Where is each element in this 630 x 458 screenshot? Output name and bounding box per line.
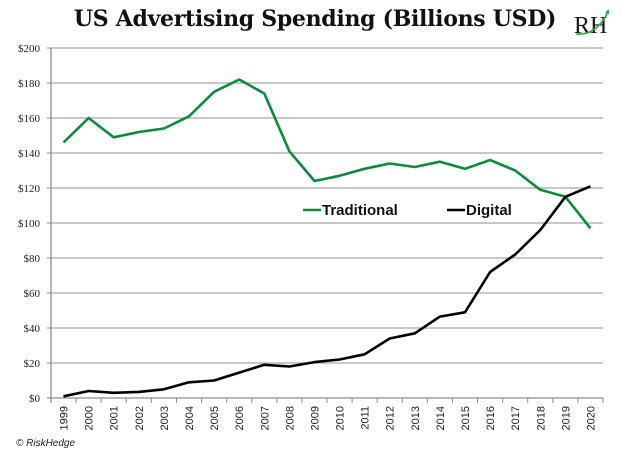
x-tick-label: 2001 (109, 406, 121, 430)
x-tick-label: 2018 (535, 406, 547, 430)
y-tick-label: $20 (24, 358, 41, 370)
y-tick-label: $80 (24, 253, 41, 265)
x-tick-label: 2007 (259, 406, 271, 430)
x-tick-label: 2010 (335, 406, 347, 430)
y-tick-label: $200 (18, 43, 41, 55)
chart-title: US Advertising Spending (Billions USD) (73, 6, 557, 32)
series-line-digital (63, 185, 592, 398)
x-tick-label: 2015 (460, 406, 472, 430)
x-tick-label: 2012 (385, 406, 397, 430)
x-tick-label: 2019 (560, 406, 572, 430)
x-tick-label: 2008 (284, 406, 296, 430)
riskhedge-logo: RH (574, 9, 610, 39)
x-tick-label: 2020 (585, 406, 597, 430)
x-tick-label: 2003 (159, 406, 171, 430)
y-tick-label: $60 (24, 288, 41, 300)
x-axis: 1999 2000 2001 2002 2003 2004 2005 2006 2007 2008… (47, 48, 604, 430)
series-lines (62, 78, 592, 398)
y-tick-label: $40 (24, 323, 41, 335)
x-tick-label: 2002 (134, 406, 146, 430)
x-tick-label: 2011 (360, 406, 372, 430)
logo-arrow-icon (575, 11, 609, 35)
x-tick-label: 2006 (234, 406, 246, 430)
y-tick-label: $180 (18, 78, 41, 90)
copyright-footer: © RiskHedge (16, 438, 76, 449)
legend: Traditional Digital (303, 202, 512, 219)
y-tick-label: $160 (18, 113, 41, 125)
x-tick-label: 2009 (309, 406, 321, 430)
x-tick-label: 2013 (410, 406, 422, 430)
logo-arrowhead-icon (605, 9, 610, 14)
y-tick-label: $0 (29, 393, 41, 405)
x-tick-label: 2004 (184, 406, 196, 430)
series-line-traditional (62, 78, 592, 230)
x-tick-label: 2005 (209, 406, 221, 430)
gridlines (47, 47, 603, 364)
legend-digital-label: Digital (466, 202, 512, 219)
y-axis-ticks: $0 $20 $40 $60 $80 $100 $120 $140 $160 $180 $200 (18, 43, 41, 405)
x-tick-label: 2000 (84, 406, 96, 430)
x-tick-label: 2016 (485, 406, 497, 430)
y-tick-label: $140 (18, 148, 41, 160)
x-tick-label: 1999 (59, 406, 71, 430)
y-tick-label: $120 (18, 183, 41, 195)
x-tick-label: 2017 (510, 406, 522, 430)
legend-traditional-label: Traditional (322, 202, 398, 219)
x-tick-label: 2014 (435, 406, 447, 430)
y-tick-label: $100 (18, 218, 41, 230)
